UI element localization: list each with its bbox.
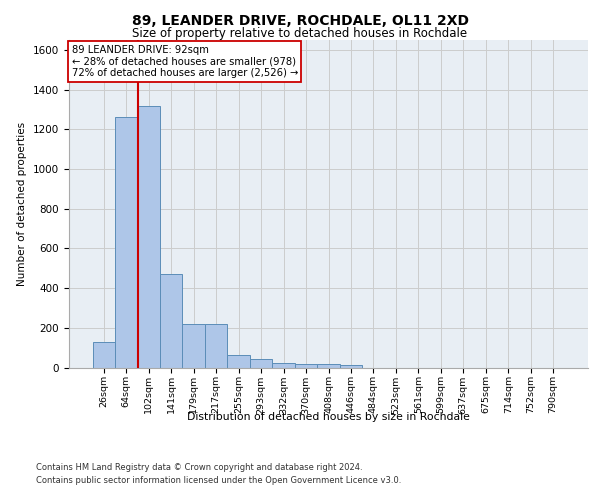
Bar [92,342,115,367]
Bar [250,358,272,368]
Text: Distribution of detached houses by size in Rochdale: Distribution of detached houses by size … [187,412,470,422]
Bar [227,354,250,368]
Text: 89, LEANDER DRIVE, ROCHDALE, OL11 2XD: 89, LEANDER DRIVE, ROCHDALE, OL11 2XD [131,14,469,28]
Bar [295,364,317,368]
Text: Contains public sector information licensed under the Open Government Licence v3: Contains public sector information licen… [36,476,401,485]
Bar [340,364,362,368]
Bar [317,364,340,368]
Bar [160,274,182,368]
Bar [182,324,205,368]
Bar [137,106,160,368]
Bar [205,324,227,368]
Bar [272,362,295,368]
Bar [115,118,137,368]
Text: 89 LEANDER DRIVE: 92sqm
← 28% of detached houses are smaller (978)
72% of detach: 89 LEANDER DRIVE: 92sqm ← 28% of detache… [71,45,298,78]
Text: Size of property relative to detached houses in Rochdale: Size of property relative to detached ho… [133,28,467,40]
Y-axis label: Number of detached properties: Number of detached properties [17,122,28,286]
Text: Contains HM Land Registry data © Crown copyright and database right 2024.: Contains HM Land Registry data © Crown c… [36,462,362,471]
